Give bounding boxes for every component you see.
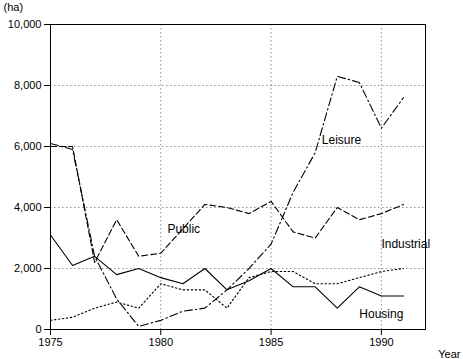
svg-text:2,000: 2,000 [14, 262, 42, 274]
svg-text:10,000: 10,000 [8, 18, 42, 30]
svg-text:Public: Public [167, 222, 200, 236]
svg-text:Industrial: Industrial [381, 237, 430, 251]
svg-text:1975: 1975 [38, 336, 62, 348]
svg-text:1980: 1980 [149, 336, 173, 348]
svg-text:1985: 1985 [259, 336, 283, 348]
svg-text:0: 0 [35, 323, 41, 335]
svg-text:1990: 1990 [369, 336, 393, 348]
svg-text:6,000: 6,000 [14, 140, 42, 152]
svg-text:Leisure: Leisure [322, 133, 362, 147]
svg-text:4,000: 4,000 [14, 201, 42, 213]
svg-text:(ha): (ha) [4, 1, 24, 13]
svg-text:Year: Year [438, 348, 461, 359]
svg-text:8,000: 8,000 [14, 79, 42, 91]
svg-text:Housing: Housing [359, 307, 403, 321]
